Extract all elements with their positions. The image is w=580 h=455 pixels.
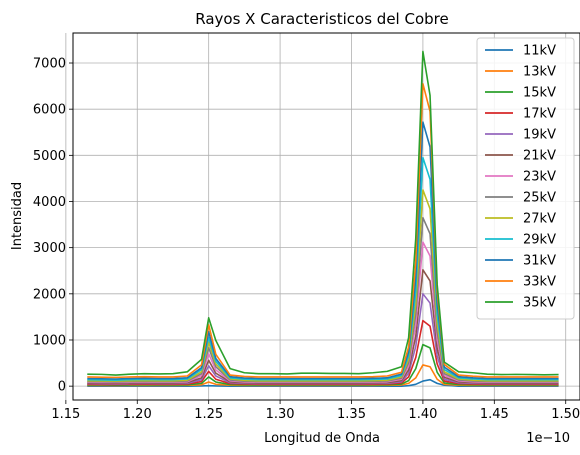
legend-label-29kv: 29kV	[523, 233, 556, 248]
x-tick-label: 1.25	[194, 407, 223, 422]
y-axis-ticks: 0 1000 2000 3000 4000 5000 6000 7000	[33, 57, 73, 395]
y-tick-label: 5000	[33, 149, 66, 164]
x-tick-label: 1.15	[51, 407, 80, 422]
x-tick-label: 1.45	[480, 407, 509, 422]
legend-label-17kv: 17kV	[523, 107, 556, 122]
legend-label-19kv: 19kV	[523, 128, 556, 143]
plot-frame	[72, 32, 580, 401]
series-line-29kv	[87, 156, 559, 381]
x-axis-ticks: 1.15 1.20 1.25 1.30 1.35 1.40 1.45 1.50	[51, 400, 580, 422]
x-tick-label: 1.20	[123, 407, 152, 422]
x-tick-label: 1.35	[337, 407, 366, 422]
legend-label-21kv: 21kV	[523, 149, 556, 164]
legend-label-27kv: 27kV	[523, 212, 556, 227]
legend-label-33kv: 33kV	[523, 275, 556, 290]
y-tick-label: 6000	[33, 103, 66, 118]
legend-label-31kv: 31kV	[523, 254, 556, 269]
legend-label-13kv: 13kV	[523, 65, 556, 80]
x-tick-label: 1.40	[408, 407, 437, 422]
plot-series	[87, 50, 559, 387]
x-axis-offset-label: 1e−10	[526, 431, 570, 446]
y-tick-label: 2000	[33, 287, 66, 302]
y-tick-label: 4000	[33, 195, 66, 210]
x-tick-label: 1.30	[266, 407, 295, 422]
y-tick-label: 7000	[33, 57, 66, 72]
series-line-35kv	[87, 50, 559, 376]
x-axis-label: Longitud de Onda	[264, 431, 380, 446]
legend-label-23kv: 23kV	[523, 170, 556, 185]
series-line-31kv	[87, 121, 559, 380]
legend-box	[476, 37, 575, 320]
y-tick-label: 3000	[33, 241, 66, 256]
y-tick-label: 1000	[33, 333, 66, 348]
x-tick-label: 1.50	[551, 407, 580, 422]
legend: 11kV 13kV 15kV 17kV 19kV 21kV 23kV 25kV 27kV 29kV…	[476, 37, 575, 320]
legend-label-15kv: 15kV	[523, 86, 556, 101]
legend-label-11kv: 11kV	[523, 44, 556, 59]
series-line-27kv	[87, 189, 559, 382]
chart-title: Rayos X Caracteristicos del Cobre	[195, 10, 448, 28]
y-tick-label: 0	[58, 380, 66, 395]
legend-label-35kv: 35kV	[523, 296, 556, 311]
y-axis-label: Intensidad	[10, 182, 25, 250]
series-line-33kv	[87, 82, 559, 379]
legend-label-25kv: 25kV	[523, 191, 556, 206]
